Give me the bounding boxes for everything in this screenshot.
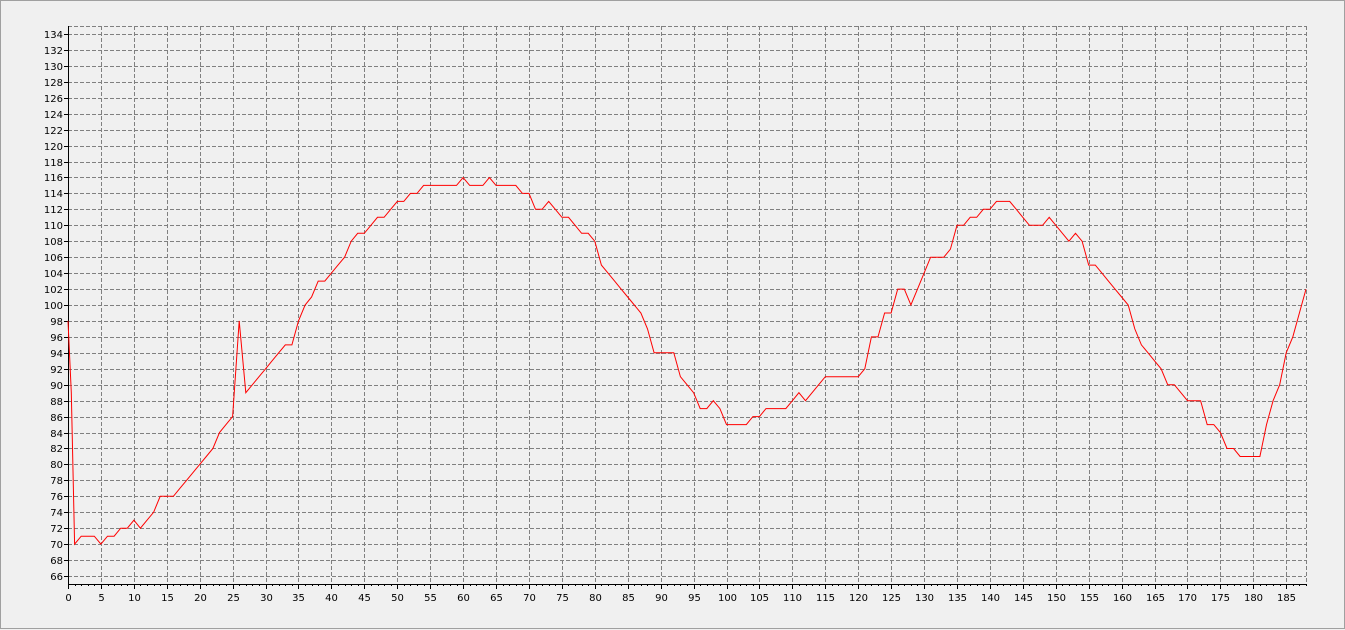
x-tick-label: 40 — [325, 593, 338, 604]
x-tick-label: 10 — [128, 593, 141, 604]
y-tick-label: 68 — [50, 556, 63, 567]
y-tick-label: 88 — [50, 397, 63, 408]
grid-lines — [68, 26, 1307, 584]
x-tick-label: 125 — [882, 593, 901, 604]
y-tick-label: 134 — [44, 30, 63, 41]
y-tick-label: 102 — [44, 285, 63, 296]
y-tick-label: 70 — [50, 540, 63, 551]
y-tick-label: 114 — [44, 189, 63, 200]
x-tick-label: 170 — [1178, 593, 1197, 604]
x-tick-label: 135 — [948, 593, 967, 604]
x-tick-label: 20 — [194, 593, 207, 604]
x-tick-label: 95 — [688, 593, 701, 604]
axes — [64, 26, 1307, 589]
x-tick-label: 130 — [915, 593, 934, 604]
y-tick-label: 128 — [44, 78, 63, 89]
y-tick-label: 74 — [50, 508, 63, 519]
y-tick-label: 96 — [50, 333, 63, 344]
y-tick-label: 76 — [50, 492, 63, 503]
y-tick-label: 90 — [50, 381, 63, 392]
x-tick-label: 185 — [1277, 593, 1296, 604]
x-tick-label: 30 — [260, 593, 273, 604]
x-tick-label: 75 — [556, 593, 569, 604]
x-tick-label: 70 — [523, 593, 536, 604]
x-tick-label: 35 — [292, 593, 305, 604]
x-tick-label: 55 — [424, 593, 437, 604]
y-tick-label: 122 — [44, 126, 63, 137]
x-tick-label: 65 — [490, 593, 503, 604]
y-tick-label: 86 — [50, 413, 63, 424]
x-tick-label: 115 — [816, 593, 835, 604]
x-tick-label: 180 — [1244, 593, 1263, 604]
y-tick-label: 106 — [44, 253, 63, 264]
x-tick-label: 85 — [622, 593, 635, 604]
y-tick-label: 108 — [44, 237, 63, 248]
x-tick-label: 90 — [655, 593, 668, 604]
y-tick-label: 120 — [44, 142, 63, 153]
x-tick-label: 50 — [391, 593, 404, 604]
series-layer — [67, 176, 1307, 546]
y-tick-label: 104 — [44, 269, 63, 280]
x-tick-label: 160 — [1113, 593, 1132, 604]
x-tick-label: 0 — [65, 593, 71, 604]
y-tick-label: 98 — [50, 317, 63, 328]
y-tick-label: 94 — [50, 349, 63, 360]
y-tick-label: 92 — [50, 365, 63, 376]
x-tick-label: 80 — [589, 593, 602, 604]
x-tick-label: 110 — [783, 593, 802, 604]
x-tick-label: 175 — [1211, 593, 1230, 604]
x-tick-label: 155 — [1080, 593, 1099, 604]
x-tick-label: 25 — [227, 593, 240, 604]
y-tick-label: 116 — [44, 173, 63, 184]
y-tick-label: 78 — [50, 476, 63, 487]
x-tick-label: 100 — [718, 593, 737, 604]
y-axis-tick-labels: 66 68 70 72 74 76 78 80 82 84 86 88 90 92 94 96 98 100 102… — [44, 30, 63, 583]
x-tick-label: 145 — [1014, 593, 1033, 604]
y-tick-label: 132 — [44, 46, 63, 57]
y-tick-label: 124 — [44, 110, 63, 121]
y-tick-label: 126 — [44, 94, 63, 105]
x-tick-label: 140 — [981, 593, 1000, 604]
x-tick-label: 165 — [1146, 593, 1165, 604]
y-tick-label: 84 — [50, 429, 63, 440]
y-tick-label: 112 — [44, 205, 63, 216]
x-tick-label: 15 — [161, 593, 174, 604]
y-tick-label: 80 — [50, 460, 63, 471]
x-tick-label: 120 — [849, 593, 868, 604]
y-tick-label: 130 — [44, 62, 63, 73]
x-tick-label: 45 — [358, 593, 371, 604]
y-tick-label: 82 — [50, 444, 63, 455]
y-tick-label: 110 — [44, 221, 63, 232]
x-axis-tick-labels: 0 5 10 15 20 25 30 35 40 45 50 55 60 65 70 75 80 85 90 95 10… — [65, 593, 1296, 604]
y-tick-label: 66 — [50, 572, 63, 583]
x-tick-label: 150 — [1047, 593, 1066, 604]
x-tick-label: 60 — [457, 593, 470, 604]
y-tick-label: 118 — [44, 158, 63, 169]
x-tick-label: 5 — [98, 593, 104, 604]
y-tick-label: 72 — [50, 524, 63, 535]
x-tick-label: 105 — [750, 593, 769, 604]
series-line — [67, 176, 1307, 546]
y-tick-label: 100 — [44, 301, 63, 312]
